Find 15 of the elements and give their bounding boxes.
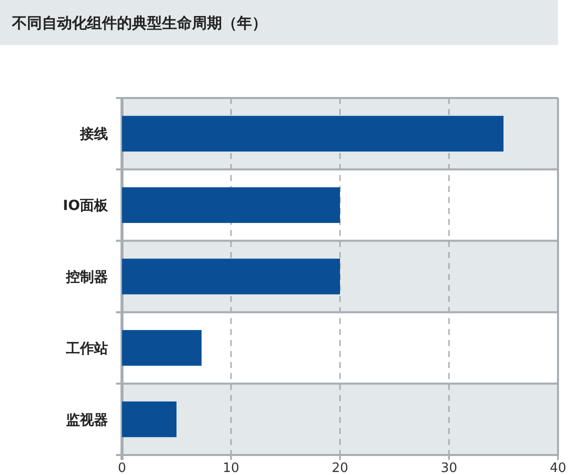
x-tick-label: 10	[222, 461, 240, 475]
y-tick-label: 工作站	[65, 340, 108, 357]
y-tick-label: IO面板	[62, 198, 109, 214]
y-tick-label: 监视器	[66, 411, 108, 428]
y-tick-label: 接线	[79, 126, 108, 143]
y-tick-label: 控制器	[65, 270, 108, 286]
bar	[122, 401, 176, 438]
bar	[122, 258, 340, 294]
x-tick-label: 20	[332, 461, 348, 475]
chart-title: 不同自动化组件的典型生命周期（年）	[11, 14, 267, 32]
bar	[122, 330, 202, 366]
x-tick-label: 0	[118, 461, 126, 475]
x-tick-label: 30	[440, 461, 458, 475]
bar	[122, 187, 340, 223]
x-tick-label: 40	[550, 461, 566, 475]
